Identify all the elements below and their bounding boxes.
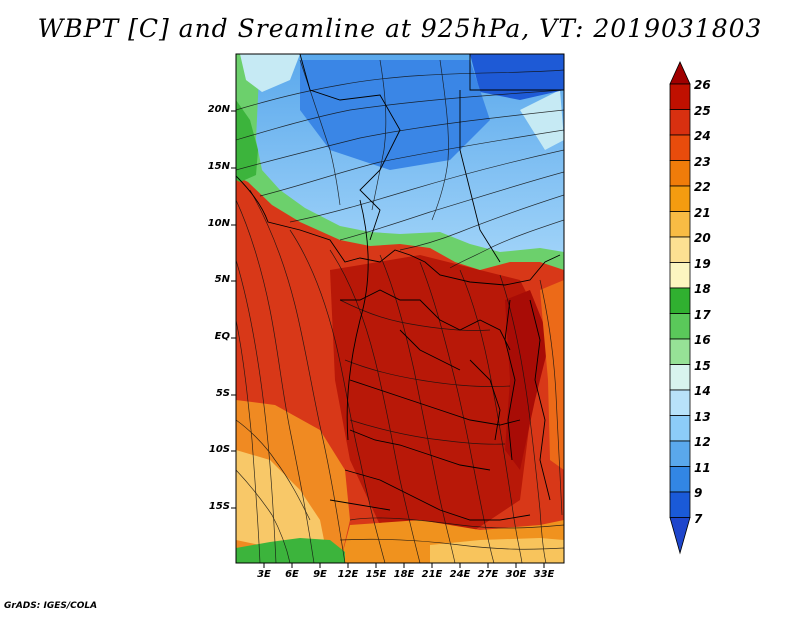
colorbar-segment [669,236,691,263]
wbpt-field-core [330,255,545,540]
colorbar-label-26: 26 [694,78,711,92]
lat-label-15s: 15S [208,501,230,512]
colorbar-label-12: 12 [694,435,711,449]
colorbar-segment [669,185,691,212]
colorbar-segment [669,313,691,340]
lat-label-5n: 5N [214,274,230,285]
grads-credit: GrADS: IGES/COLA [4,601,98,611]
colorbar-label-21: 21 [694,205,711,220]
wbpt-field-northwest-green [236,100,258,182]
colorbar-label-14: 14 [694,384,711,398]
colorbar-segment [669,262,691,289]
colorbar-segment [669,491,691,518]
colorbar-segment [669,338,691,365]
colorbar-segment [669,211,691,238]
lat-label-eq: EQ [214,331,230,342]
colorbar-segment [669,160,691,187]
colorbar-label-23: 23 [694,154,711,169]
colorbar-label-19: 19 [694,256,711,271]
lon-label-30e: 30E [505,569,527,580]
colorbar-segment [669,83,691,110]
colorbar-segment [669,364,691,391]
colorbar-label-15: 15 [694,358,711,373]
wbpt-field-southeast-yellow [430,538,564,563]
wbpt-field-east-orange [540,280,564,470]
colorbar-label-9: 9 [694,486,703,500]
colorbar-segment [669,389,691,416]
map-frame [235,53,565,564]
lon-tick-marks [263,563,545,568]
colorbar-segment [669,134,691,161]
colorbar-label-18: 18 [694,282,711,296]
colorbar-label-11: 11 [694,460,711,475]
lat-tick-marks [231,110,236,509]
lon-label-12e: 12E [337,569,359,580]
colorbar-segment [669,415,691,442]
wbpt-field-south-green [236,538,345,563]
lat-label-10s: 10S [208,444,230,455]
lon-label-9e: 9E [313,569,327,580]
colorbar-segment [669,287,691,314]
lat-label-5s: 5S [215,388,230,399]
colorbar-segment [669,466,691,493]
lon-label-24e: 24E [449,569,471,580]
lon-label-33e: 33E [533,569,555,580]
lat-label-10n: 10N [207,218,230,229]
colorbar [669,61,691,555]
lon-label-6e: 6E [285,569,299,580]
wbpt-field-southwest-yellow [236,450,325,548]
lon-label-27e: 27E [477,569,499,580]
country-borders [236,54,564,521]
lon-label-18e: 18E [393,569,415,580]
colorbar-label-24: 24 [694,129,711,143]
lat-label-15n: 15N [207,161,230,172]
streamlines [236,59,564,563]
colorbar-label-22: 22 [694,180,711,194]
wbpt-field-deep-blue [470,54,564,100]
colorbar-top-arrow [669,61,691,85]
colorbar-label-25: 25 [694,103,711,118]
lon-label-15e: 15E [365,569,387,580]
colorbar-label-17: 17 [694,307,711,322]
lon-label-21e: 21E [421,569,443,580]
colorbar-segment [669,109,691,136]
wbpt-field-cyan-patch-2 [520,90,564,150]
colorbar-label-20: 20 [694,231,711,245]
colorbar-segment [669,440,691,467]
colorbar-label-13: 13 [694,409,711,424]
colorbar-label-16: 16 [694,333,711,347]
colorbar-label-7: 7 [694,511,703,526]
wbpt-field-cyan-patch [240,54,300,92]
map-title: WBPT [C] and Sreamline at 925hPa, VT: 20… [37,14,763,43]
lat-label-20n: 20N [207,104,230,115]
wbpt-field-mid-blue [300,60,490,170]
colorbar-bottom-arrow [669,517,691,555]
lon-label-3e: 3E [257,569,271,580]
